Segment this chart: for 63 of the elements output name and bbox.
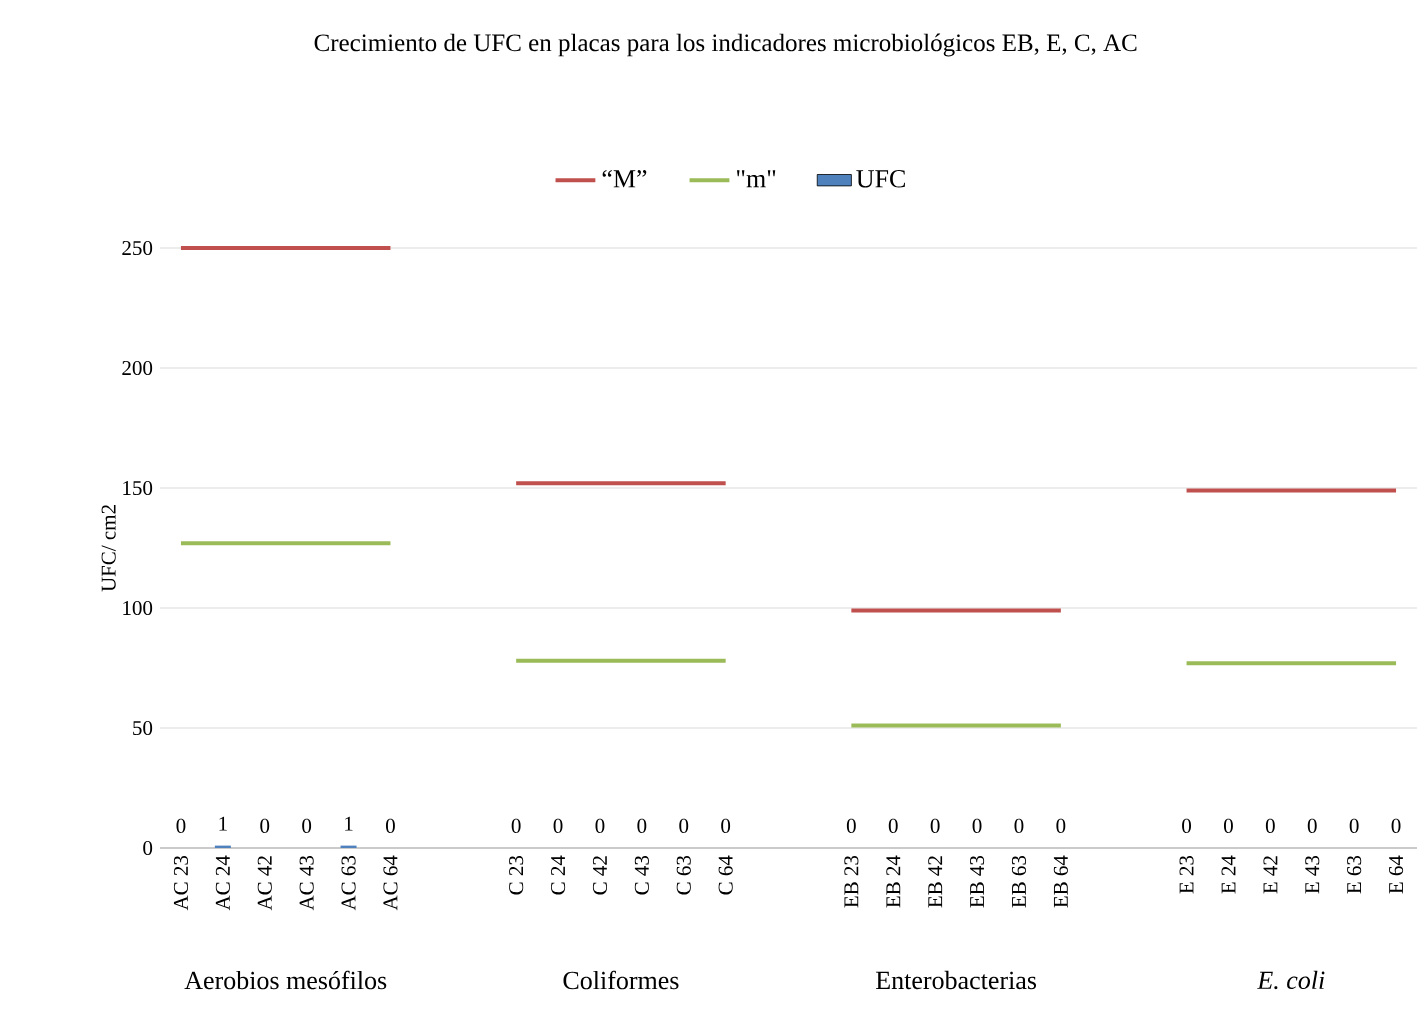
x-tick-label: E 23: [1179, 855, 1194, 894]
legend-label: UFC: [856, 170, 905, 188]
x-tick-label: EB 24: [886, 855, 901, 908]
data-label: 0: [1307, 818, 1317, 833]
x-tick-label: C 64: [718, 855, 733, 895]
data-label: 0: [637, 818, 647, 833]
data-label: 0: [1391, 818, 1401, 833]
x-tick-label: E 64: [1389, 855, 1404, 894]
x-tick-label: EB 43: [970, 855, 985, 908]
data-label: 0: [1265, 818, 1275, 833]
legend-label: “M”: [602, 170, 647, 188]
text: E. coli: [1257, 970, 1325, 990]
y-tick-label: 50: [133, 720, 153, 736]
x-tick-label: E 24: [1221, 855, 1236, 894]
x-tick-label: AC 42: [257, 856, 272, 911]
data-label: 0: [888, 818, 898, 833]
text: Aerobios mesófilos: [184, 970, 387, 990]
chart-title: Crecimiento de UFC en placas para los indicadores microbiológicos EB, E, C, AC: [314, 33, 1137, 57]
x-tick-label: E 42: [1263, 856, 1278, 894]
x-tick-label: AC 63: [341, 855, 356, 911]
y-tick-label: 150: [123, 480, 153, 496]
data-label: 0: [511, 818, 521, 833]
y-tick-label: 100: [123, 600, 153, 616]
legend-label: "m": [736, 170, 776, 188]
data-label: 0: [846, 818, 856, 833]
text: Enterobacterias: [876, 970, 1037, 990]
x-tick-label: EB 64: [1053, 855, 1068, 908]
y-tick-label: 250: [122, 240, 153, 256]
data-label: 1: [345, 816, 353, 831]
x-tick-label: AC 64: [383, 855, 398, 911]
data-label: 0: [1014, 818, 1024, 833]
y-tick-label: 200: [122, 360, 153, 376]
data-label: 0: [385, 818, 395, 833]
text: Coliformes: [563, 970, 679, 990]
data-label: 0: [260, 818, 270, 833]
data-label: 0: [1349, 818, 1359, 833]
data-label: 0: [679, 818, 689, 833]
x-tick-label: AC 24: [215, 855, 230, 911]
x-tick-label: EB 23: [844, 855, 859, 908]
data-label: 0: [1182, 818, 1191, 833]
x-tick-label: C 23: [509, 855, 524, 895]
data-label: 0: [1056, 818, 1066, 833]
y-axis-title: UFC/ cm2: [101, 505, 116, 592]
x-tick-label: E 63: [1347, 855, 1362, 894]
x-tick-label: C 43: [634, 855, 649, 895]
x-tick-label: C 63: [676, 855, 691, 895]
x-tick-label: AC 23: [173, 855, 189, 911]
data-label: 0: [721, 818, 731, 833]
x-tick-label: EB 63: [1011, 855, 1027, 908]
data-label: 0: [302, 818, 312, 833]
data-label: 0: [553, 818, 563, 833]
x-tick-label: AC 43: [299, 855, 314, 911]
data-label: 0: [176, 818, 186, 833]
x-tick-label: C 24: [551, 855, 566, 895]
x-tick-label: E 43: [1305, 855, 1320, 894]
data-label: 0: [1223, 818, 1233, 833]
data-label: 1: [219, 816, 227, 831]
data-label: 0: [972, 818, 982, 833]
y-tick-label: 0: [143, 840, 153, 856]
data-label: 0: [930, 818, 940, 833]
x-tick-label: EB 42: [928, 856, 943, 908]
data-label: 0: [595, 818, 605, 833]
x-tick-label: C 42: [592, 856, 608, 895]
